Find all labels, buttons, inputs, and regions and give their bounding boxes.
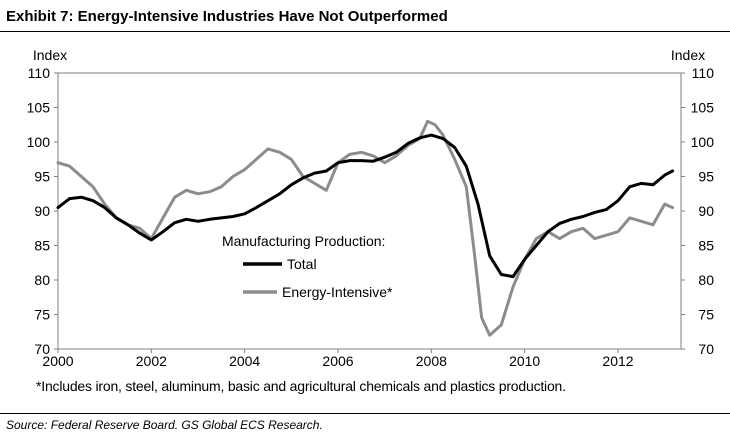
- series-line-total: [56, 133, 675, 279]
- series-line-energy-intensive: [56, 119, 675, 337]
- left-axis-label: Index: [33, 47, 67, 63]
- y-tick-label-right: 80: [698, 272, 714, 288]
- bottom-divider: [0, 413, 730, 414]
- y-tick-label-left: 100: [27, 134, 51, 150]
- y-tick-label-left: 90: [34, 203, 50, 219]
- legend-label-total: Total: [287, 256, 317, 272]
- x-tick-label: 2012: [602, 353, 633, 369]
- y-tick-label-right: 85: [698, 238, 714, 254]
- y-tick-label-left: 75: [34, 307, 50, 323]
- right-axis-label: Index: [671, 47, 705, 63]
- y-tick-label-left: 70: [34, 341, 50, 357]
- x-tick-label: 2004: [229, 353, 260, 369]
- y-tick-label-left: 80: [34, 272, 50, 288]
- x-tick-label: 2000: [42, 353, 73, 369]
- legend-title: Manufacturing Production:: [222, 233, 385, 249]
- chart-title: Exhibit 7: Energy-Intensive Industries H…: [6, 8, 448, 25]
- x-tick-label: 2006: [322, 353, 353, 369]
- y-tick-label-left: 95: [34, 169, 50, 185]
- x-tick-label: 2008: [416, 353, 447, 369]
- y-tick-label-right: 110: [692, 65, 715, 81]
- y-tick-label-right: 95: [698, 169, 714, 185]
- y-tick-label-right: 90: [698, 203, 714, 219]
- top-divider: [0, 31, 730, 32]
- y-tick-label-right: 70: [698, 341, 714, 357]
- y-tick-label-left: 110: [28, 65, 51, 81]
- source-note: Source: Federal Reserve Board. GS Global…: [6, 418, 323, 432]
- plot-frame: [57, 72, 682, 350]
- x-tick-label: 2010: [509, 353, 540, 369]
- y-tick-label-left: 105: [27, 100, 51, 116]
- y-tick-label-left: 85: [34, 238, 50, 254]
- y-tick-label-right: 75: [698, 307, 714, 323]
- y-tick-label-right: 105: [691, 100, 715, 116]
- y-tick-label-right: 100: [691, 134, 715, 150]
- footnote: *Includes iron, steel, aluminum, basic a…: [36, 378, 566, 394]
- x-tick-label: 2002: [136, 353, 167, 369]
- legend-label-energy: Energy-Intensive*: [282, 284, 393, 300]
